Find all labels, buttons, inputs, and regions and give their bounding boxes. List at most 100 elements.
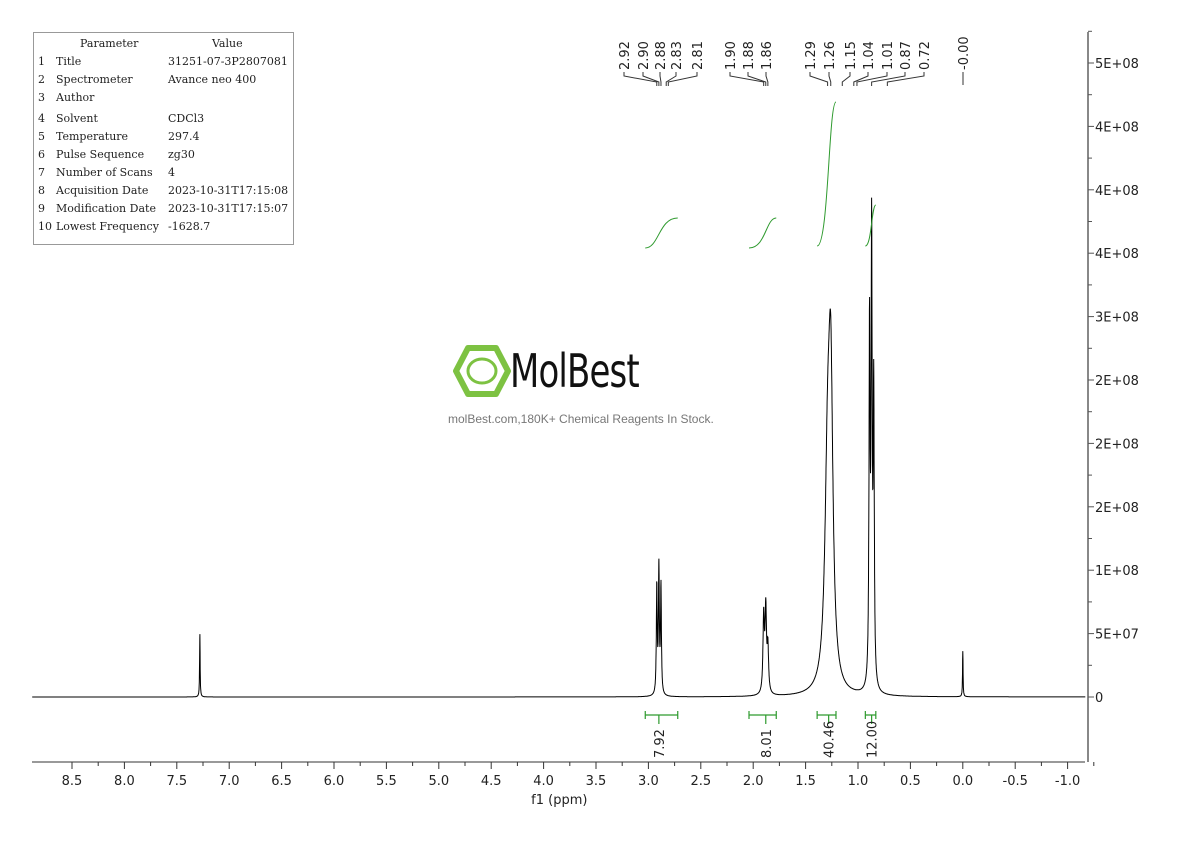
- parameter-num: 6: [38, 148, 45, 161]
- peak-label-connector: [871, 72, 906, 86]
- parameter-row: 3 Author: [38, 91, 168, 107]
- parameter-row: 2 Spectrometer Avance neo 400: [38, 73, 256, 89]
- parameter-value: CDCl3: [168, 112, 205, 125]
- peak-label-connector: [623, 72, 658, 86]
- spectrum-line: [32, 197, 1086, 698]
- value-header: Value: [212, 37, 243, 50]
- parameter-key: Acquisition Date: [56, 184, 149, 197]
- peak-label-connector: [659, 72, 662, 86]
- peak-label-connector: [665, 72, 677, 86]
- parameter-num: 10: [38, 220, 52, 233]
- parameter-num: 2: [38, 73, 45, 86]
- parameter-key: Pulse Sequence: [56, 148, 145, 161]
- peak-label: -0.00: [957, 36, 972, 70]
- peak-label: 2.81: [691, 41, 706, 70]
- parameter-num: 4: [38, 112, 45, 125]
- integral-value: 12.00: [866, 721, 881, 758]
- integral-bracket: [644, 711, 679, 724]
- peak-label-connector: [853, 72, 869, 86]
- parameter-num: 8: [38, 184, 45, 197]
- x-tick-label: 6.5: [271, 774, 292, 789]
- parameter-value: 31251-07-3P2807081: [168, 55, 288, 68]
- x-tick-label: 0.0: [952, 774, 973, 789]
- integral-value: 40.46: [823, 721, 838, 758]
- parameter-row: 4 Solvent CDCl3: [38, 112, 204, 128]
- x-tick-label: 3.5: [586, 774, 607, 789]
- integral-curve: [816, 101, 837, 247]
- peak-label-connector: [856, 72, 888, 86]
- parameter-num: 7: [38, 166, 45, 179]
- peak-label: 2.88: [654, 41, 669, 70]
- x-tick-label: 5.5: [376, 774, 397, 789]
- peak-label-connector: [841, 72, 851, 86]
- parameter-row: 9 Modification Date 2023-10-31T17:15:07: [38, 202, 288, 218]
- x-tick-label: 7.0: [219, 774, 240, 789]
- parameter-row: 10 Lowest Frequency -1628.7: [38, 220, 210, 236]
- x-tick-label: 2.0: [743, 774, 764, 789]
- integral-bracket: [816, 711, 837, 724]
- molbest-logo-icon: [453, 345, 511, 397]
- peak-label: 0.72: [918, 41, 933, 70]
- x-tick-label: 1.0: [848, 774, 869, 789]
- parameter-key: Modification Date: [56, 202, 156, 215]
- peak-label: 2.83: [670, 41, 685, 70]
- parameter-num: 5: [38, 130, 45, 143]
- parameter-value: zg30: [168, 148, 195, 161]
- y-tick-label: 5E+08: [1095, 57, 1139, 72]
- y-tick-label: 2E+08: [1095, 501, 1139, 516]
- y-tick-label: 2E+08: [1095, 374, 1139, 389]
- peak-label-connector: [828, 72, 832, 86]
- parameter-row: 8 Acquisition Date 2023-10-31T17:15:08: [38, 184, 288, 200]
- peak-label: 1.29: [804, 41, 819, 70]
- x-tick-label: -1.0: [1055, 774, 1080, 789]
- peak-label: 1.88: [742, 41, 757, 70]
- integral-curve: [645, 217, 678, 249]
- peak-label: 1.90: [724, 41, 739, 70]
- peak-label: 2.90: [637, 41, 652, 70]
- integral-value: 8.01: [760, 729, 775, 758]
- peak-label: 1.04: [862, 41, 877, 70]
- parameter-key: Number of Scans: [56, 166, 153, 179]
- parameter-value: -1628.7: [168, 220, 211, 233]
- x-tick-label: 3.0: [638, 774, 659, 789]
- parameter-value: 4: [168, 166, 175, 179]
- parameter-row: 7 Number of Scans 4: [38, 166, 175, 182]
- y-tick-label: 4E+08: [1095, 184, 1139, 199]
- parameter-value: 297.4: [168, 130, 200, 143]
- parameter-key: Spectrometer: [56, 73, 133, 86]
- parameter-value: 2023-10-31T17:15:08: [168, 184, 289, 197]
- parameter-num: 1: [38, 55, 45, 68]
- peak-label-connector: [809, 72, 829, 86]
- y-tick-label: 3E+08: [1095, 311, 1139, 326]
- y-tick-label: 1E+08: [1095, 564, 1139, 579]
- x-tick-label: 1.5: [795, 774, 816, 789]
- x-tick-label: 4.0: [533, 774, 554, 789]
- parameter-row: 1 Title 31251-07-3P2807081: [38, 55, 288, 71]
- parameter-table: Parameter Value 1 Title 31251-07-3P2807081…: [33, 32, 294, 245]
- integral-value: 7.92: [653, 729, 668, 758]
- parameter-key: Lowest Frequency: [56, 220, 159, 233]
- parameter-num: 3: [38, 91, 45, 104]
- integral-curve: [864, 204, 877, 247]
- x-tick-label: 7.5: [166, 774, 187, 789]
- y-tick-label: 4E+08: [1095, 120, 1139, 135]
- parameter-row: 6 Pulse Sequence zg30: [38, 148, 195, 164]
- parameter-key: Author: [56, 91, 95, 104]
- peak-label-connector: [765, 72, 769, 86]
- x-tick-label: 5.0: [428, 774, 449, 789]
- integral-bracket: [748, 711, 777, 724]
- y-tick-label: 2E+08: [1095, 437, 1139, 452]
- watermark-tagline: molBest.com,180K+ Chemical Reagents In S…: [448, 412, 714, 426]
- parameter-value: Avance neo 400: [168, 73, 257, 86]
- x-axis-title: f1 (ppm): [531, 793, 587, 808]
- peak-label: 2.92: [618, 41, 633, 70]
- x-tick-label: 4.5: [481, 774, 502, 789]
- parameter-row: 5 Temperature 297.4: [38, 130, 200, 146]
- y-tick-label: 4E+08: [1095, 247, 1139, 262]
- parameter-key: Title: [56, 55, 82, 68]
- watermark-brand: MolBest: [510, 344, 640, 398]
- x-tick-label: -0.5: [1003, 774, 1028, 789]
- x-tick-label: 6.0: [324, 774, 345, 789]
- peak-label: 0.87: [899, 41, 914, 70]
